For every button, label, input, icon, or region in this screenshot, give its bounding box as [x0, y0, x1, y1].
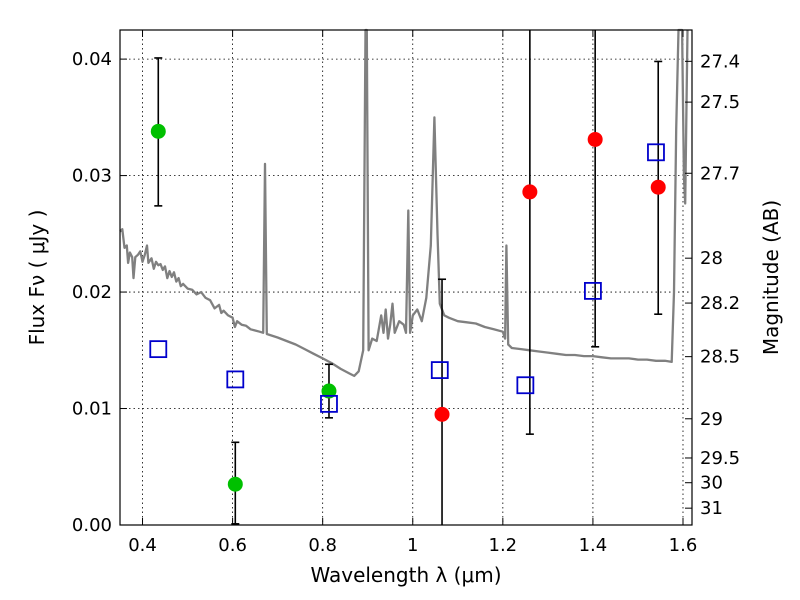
right-tick-label: 31: [700, 498, 723, 519]
red-data-point: [587, 131, 603, 147]
x-tick-label: 1: [407, 535, 418, 556]
green-data-point: [150, 123, 166, 139]
x-tick-label: 1.2: [489, 535, 518, 556]
right-tick-label: 29.5: [700, 448, 740, 469]
blue-square-marker: [149, 340, 168, 359]
right-axis-label: Magnitude (AB): [759, 200, 783, 355]
y-axis-label: Flux Fν ( μJy ): [25, 210, 49, 346]
right-tick-label: 27.7: [700, 163, 740, 184]
x-axis-label: Wavelength λ (μm): [310, 563, 501, 587]
y-tick-label: 0.01: [72, 399, 112, 420]
axis-ticks: 0.4 0.6 0.8 1 1.2 1.4 1.6 0.00 0.01 0.02 0.03 0.04 2…: [72, 30, 740, 556]
y-tick-label: 0.00: [72, 515, 112, 536]
plot-frame: [119, 29, 693, 526]
blue-square-marker: [226, 370, 245, 389]
x-tick-label: 0.4: [128, 535, 157, 556]
data-markers: [149, 123, 666, 492]
blue-square-marker: [320, 394, 338, 413]
right-tick-label: 27.5: [700, 92, 740, 113]
right-tick-label: 30: [700, 473, 723, 494]
green-data-point: [227, 476, 243, 492]
y-tick-label: 0.02: [72, 282, 112, 303]
red-data-point: [522, 184, 538, 200]
blue-square-marker: [647, 143, 665, 162]
right-tick-label: 28: [700, 248, 723, 269]
blue-square-marker: [430, 361, 449, 379]
x-tick-label: 1.6: [669, 535, 698, 556]
red-data-point: [434, 406, 450, 422]
x-tick-label: 1.4: [579, 535, 608, 556]
y-tick-label: 0.04: [72, 49, 112, 70]
y-tick-label: 0.03: [72, 166, 112, 187]
right-tick-label: 27.4: [700, 51, 740, 72]
right-tick-label: 29: [700, 409, 723, 430]
right-tick-label: 28.5: [700, 347, 740, 368]
right-tick-label: 28.2: [700, 293, 740, 314]
red-data-point: [650, 179, 666, 195]
model-spectrum-line: [119, 28, 689, 378]
blue-square-marker: [516, 376, 535, 395]
x-tick-label: 0.8: [308, 535, 337, 556]
green-data-point: [321, 383, 337, 399]
x-tick-label: 0.6: [218, 535, 247, 556]
blue-square-marker: [584, 281, 602, 300]
